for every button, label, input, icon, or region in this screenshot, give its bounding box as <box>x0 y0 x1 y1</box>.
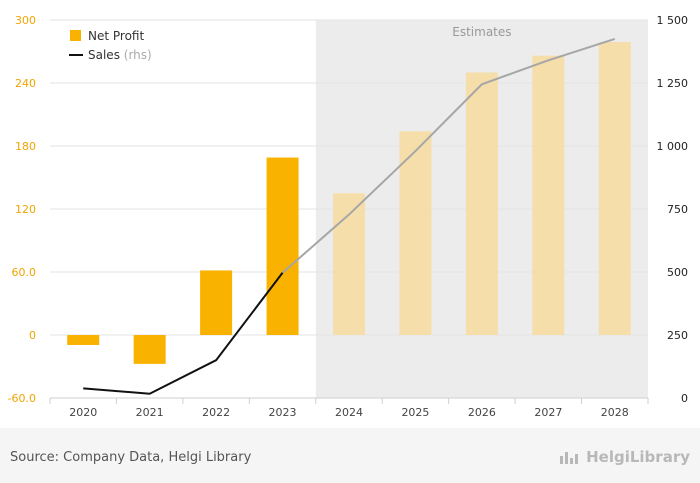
net-profit-sales-chart: Estimates 300 240 180 120 60.0 0 -60.0 1 500 1 25… <box>8 14 689 419</box>
left-axis-tick-label: 120 <box>15 203 36 216</box>
sales-line-actual <box>83 272 284 395</box>
x-axis-category-label: 2022 <box>202 406 230 419</box>
left-axis-tick-label: 180 <box>15 140 36 153</box>
sales-line-estimate <box>281 37 616 274</box>
net-profit-bar <box>333 193 365 335</box>
left-axis-tick-label: 60.0 <box>12 266 37 279</box>
net-profit-bar <box>399 131 432 335</box>
legend-sales-rhs-note: (rhs) <box>124 48 152 62</box>
right-axis-tick-label: 1 000 <box>657 140 689 153</box>
helgi-library-logo[interactable]: HelgiLibrary <box>560 448 690 466</box>
right-axis-tick-label: 500 <box>667 266 688 279</box>
chart-footer: Source: Company Data, Helgi Library Helg… <box>0 428 700 483</box>
x-axis-category-label: 2021 <box>136 406 164 419</box>
right-axis-tick-label: 1 250 <box>657 77 689 90</box>
legend-net-profit-label: Net Profit <box>88 29 144 43</box>
estimates-label: Estimates <box>452 25 511 39</box>
left-axis-tick-label: -60.0 <box>8 392 36 405</box>
net-profit-bar <box>465 72 498 335</box>
left-axis-tick-label: 0 <box>29 329 36 342</box>
right-axis-tick-label: 750 <box>667 203 688 216</box>
x-axis-category-label: 2028 <box>601 406 629 419</box>
x-axis-category-label: 2025 <box>401 406 429 419</box>
net-profit-bar <box>532 55 565 335</box>
x-axis-category-label: 2023 <box>269 406 297 419</box>
left-axis-tick-label: 300 <box>15 14 36 27</box>
net-profit-bar <box>266 157 299 335</box>
net-profit-bar <box>598 42 631 336</box>
right-axis-tick-label: 250 <box>667 329 688 342</box>
x-axis-category-label: 2020 <box>69 406 97 419</box>
net-profit-bar <box>133 335 166 364</box>
library-logo-icon <box>560 450 583 464</box>
x-axis-category-label: 2024 <box>335 406 363 419</box>
x-axis-category-label: 2026 <box>468 406 496 419</box>
right-axis-tick-label: 0 <box>681 392 688 405</box>
legend-sales-label: Sales (rhs) <box>88 48 152 62</box>
legend-net-profit-swatch <box>70 30 81 41</box>
brand-text: HelgiLibrary <box>586 448 690 466</box>
net-profit-bar <box>200 270 233 335</box>
source-text: Source: Company Data, Helgi Library <box>10 450 252 465</box>
x-axis-category-label: 2027 <box>534 406 562 419</box>
left-axis-tick-label: 240 <box>15 77 36 90</box>
net-profit-bar <box>67 335 100 345</box>
right-axis-tick-label: 1 500 <box>657 14 689 27</box>
